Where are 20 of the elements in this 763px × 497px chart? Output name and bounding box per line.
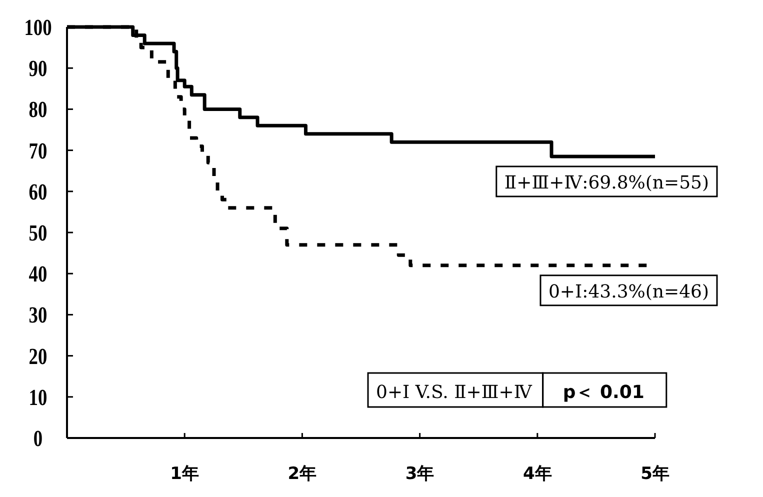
y-tick-label: 100 (24, 14, 52, 41)
series-label: Ⅱ+Ⅲ+Ⅳ:69.8%(n=55) (504, 172, 709, 194)
y-tick-label: 40 (28, 260, 48, 288)
y-tick-label: 0 (33, 425, 43, 452)
y-tick-label: 30 (28, 302, 48, 328)
y-tick-label: 80 (28, 96, 48, 123)
y-tick-label: 10 (28, 384, 48, 410)
y-tick-label: 50 (28, 220, 48, 246)
x-tick-label: 5年 (640, 464, 670, 484)
x-tick-label: 3年 (405, 464, 434, 484)
y-tick-label: 90 (28, 55, 48, 82)
x-tick-label: 4年 (522, 464, 552, 484)
annotation: 0+Ⅰ V.S. Ⅱ+Ⅲ+Ⅳ (376, 382, 533, 403)
series-label: 0+Ⅰ:43.3%(n=46) (548, 281, 709, 302)
y-tick-label: 70 (28, 137, 48, 164)
y-tick-label: 60 (28, 178, 48, 205)
y-tick-label: 20 (28, 342, 48, 370)
x-tick-label: 2年 (288, 464, 317, 484)
annotation: p＜ 0.01 (562, 382, 644, 403)
x-tick-label: 1年 (170, 464, 200, 484)
